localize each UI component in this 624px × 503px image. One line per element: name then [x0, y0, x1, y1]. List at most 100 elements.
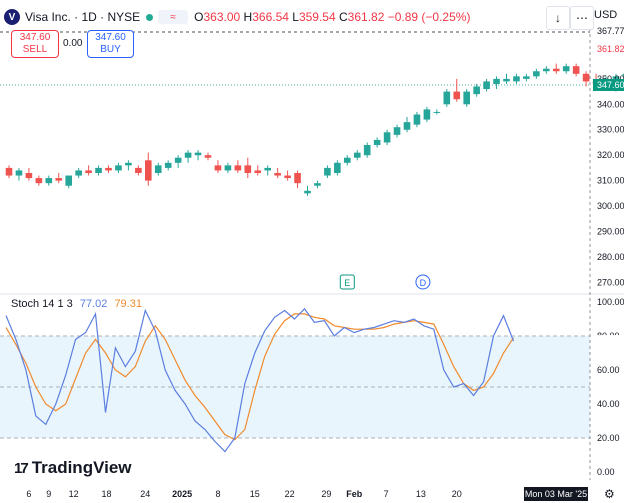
candle: [294, 172, 301, 184]
candle: [65, 175, 72, 186]
candle: [85, 170, 92, 173]
candle: [35, 178, 43, 184]
candle: [612, 76, 620, 79]
candle: [75, 170, 82, 176]
x-tick-label: 2025: [172, 489, 192, 499]
stoch-tick-label: 100.00: [597, 297, 624, 307]
sell-label: SELL: [22, 44, 48, 55]
candle: [403, 122, 411, 130]
candle: [473, 86, 480, 95]
chart-header: V Visa Inc. · 1D · NYSE ≈ O363.00 H366.5…: [4, 6, 470, 28]
candle: [334, 162, 341, 173]
candle: [194, 152, 202, 156]
multi-interval-icon[interactable]: ≈: [158, 10, 189, 24]
x-tick-label: 15: [250, 489, 260, 499]
candle: [105, 167, 112, 171]
candle: [154, 165, 162, 173]
x-tick-label: Feb: [346, 489, 363, 499]
market-status-icon: [146, 13, 154, 21]
svg-text:D: D: [420, 278, 427, 288]
buy-label: BUY: [100, 44, 121, 55]
candle: [533, 71, 540, 77]
buy-price: 347.60: [95, 32, 126, 43]
tradingview-brand: TradingView: [31, 458, 132, 477]
visa-logo-icon: V: [4, 9, 20, 25]
candle: [483, 81, 490, 90]
candle: [622, 73, 624, 77]
candle: [224, 165, 232, 171]
candle: [284, 175, 291, 179]
candle: [513, 76, 520, 82]
price-tick-label: 300.00: [597, 201, 624, 211]
x-tick-label: 18: [102, 489, 112, 499]
more-button[interactable]: ⋯: [570, 6, 594, 30]
x-tick-label: 7: [384, 489, 389, 499]
x-tick-label: 24: [140, 489, 150, 499]
x-tick-label: 13: [416, 489, 426, 499]
stoch-tick-label: 60.00: [597, 365, 620, 375]
last-price-label: 361.82: [597, 44, 624, 54]
candle: [254, 170, 262, 173]
x-tick-label: 9: [46, 489, 51, 499]
candle: [393, 127, 401, 135]
x-tick-label: 22: [285, 489, 295, 499]
sell-button[interactable]: 347.60 SELL: [11, 30, 59, 58]
candle: [5, 167, 13, 176]
candle: [423, 109, 431, 120]
download-button[interactable]: ↓: [546, 6, 570, 30]
price-tick-label: 340.00: [597, 99, 624, 109]
candle: [543, 68, 550, 72]
price-top-label: 367.77: [597, 26, 624, 36]
candle: [95, 167, 102, 173]
price-tick-label: 320.00: [597, 150, 624, 160]
candle: [344, 157, 351, 163]
stoch-k-value: 77.02: [79, 298, 108, 310]
x-tick-label: 20: [452, 489, 462, 499]
price-tick-label: 310.00: [597, 176, 624, 186]
x-tick-label: 12: [69, 489, 79, 499]
stoch-k-line: [5, 307, 515, 453]
candle: [304, 190, 311, 194]
candle: [503, 78, 510, 82]
candle: [55, 178, 63, 181]
x-tick-label: 8: [215, 489, 220, 499]
tradingview-logo[interactable]: 17 TradingView: [14, 458, 132, 478]
candle: [234, 165, 242, 171]
candle: [244, 165, 252, 173]
candle: [125, 162, 132, 166]
candle: [115, 165, 122, 171]
x-tick-label: 29: [321, 489, 331, 499]
price-tick-label: 280.00: [597, 252, 624, 262]
candle: [572, 66, 580, 74]
candle: [274, 172, 281, 176]
candle: [383, 132, 391, 143]
sell-price: 347.60: [19, 32, 51, 43]
candle: [562, 66, 570, 72]
stoch-legend[interactable]: Stoch 14 1 3 77.02 79.31: [11, 298, 142, 310]
candle: [552, 68, 560, 72]
stoch-series: [5, 307, 515, 453]
currency-selector[interactable]: USD: [594, 9, 618, 21]
candle: [353, 152, 361, 158]
candle: [25, 172, 33, 179]
price-tick-label: 270.00: [597, 277, 624, 287]
event-marker-d: D: [415, 274, 431, 290]
candle: [363, 145, 371, 156]
more-icon: ⋯: [576, 11, 588, 25]
ohlc-readout: O363.00 H366.54 L359.54 C361.82 −0.89 (−…: [194, 10, 471, 24]
candle: [214, 165, 222, 171]
crosshair-date-label: Mon 03 Mar '25: [524, 487, 588, 501]
buy-button[interactable]: 347.60 BUY: [87, 30, 134, 58]
candle: [264, 167, 271, 171]
gear-icon[interactable]: ⚙: [604, 487, 615, 501]
stoch-d-value: 79.31: [114, 298, 142, 310]
symbol-title[interactable]: Visa Inc. · 1D · NYSE: [25, 10, 141, 24]
bid-price-label: 347.60: [597, 80, 624, 90]
candle: [204, 155, 212, 158]
price-tick-label: 350.00: [597, 74, 624, 84]
candle: [582, 73, 590, 82]
x-tick-label: 6: [26, 489, 31, 499]
candle: [453, 91, 461, 100]
candlestick-series: [5, 63, 624, 196]
